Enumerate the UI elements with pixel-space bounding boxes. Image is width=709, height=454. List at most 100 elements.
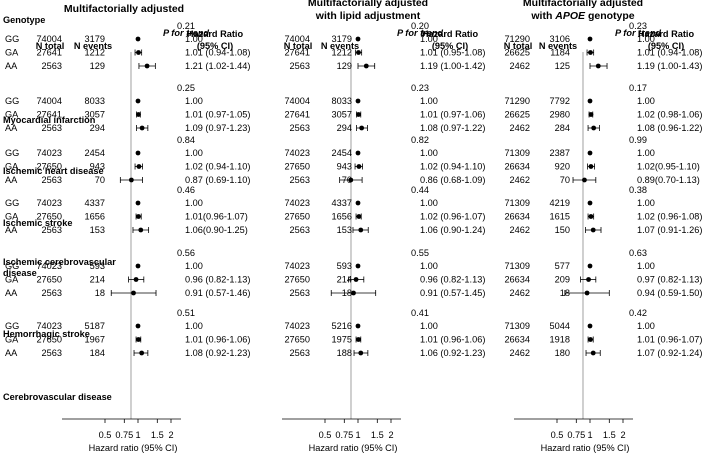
hazard-ratio-value: 1.01(0.96-1.07) (185, 212, 248, 222)
hazard-ratio-point (133, 277, 139, 282)
genotype-label: GG (5, 321, 19, 331)
n-total-value: 27650 (36, 275, 62, 285)
n-total-value: 71309 (504, 261, 530, 271)
genotype-label: GG (5, 261, 19, 271)
hazard-ratio-point (582, 177, 587, 183)
n-events-value: 1615 (550, 212, 570, 222)
hazard-ratio-point (586, 277, 591, 282)
n-total-value: 2563 (290, 175, 310, 185)
n-total-value: 2563 (42, 225, 62, 235)
p-for-trend-value: 0.84 (177, 135, 195, 145)
hazard-ratio-point (588, 112, 594, 117)
hazard-ratio-value: 1.09 (0.97-1.23) (185, 123, 250, 133)
panel-title-line2: with APOE genotype (530, 10, 634, 22)
genotype-label: GA (5, 162, 19, 172)
n-events-value: 214 (337, 275, 352, 285)
n-total-value: 27650 (36, 335, 62, 345)
n-total-header: N total (284, 41, 313, 51)
hazard-ratio-value: 1.02 (0.94-1.10) (185, 162, 250, 172)
genotype-label: GA (5, 275, 19, 285)
n-events-value: 284 (555, 123, 570, 133)
n-total-value: 2462 (510, 175, 530, 185)
hazard-ratio-point (136, 337, 141, 342)
n-events-value: 184 (90, 348, 105, 358)
n-events-value: 5044 (550, 321, 570, 331)
hazard-ratio-value: 1.06 (0.92-1.23) (420, 348, 485, 358)
hazard-ratio-point (587, 98, 593, 104)
outcome-label: Ischemic stroke (3, 218, 72, 228)
hazard-ratio-value: 1.00 (185, 148, 203, 158)
hazard-ratio-point (356, 112, 361, 117)
n-total-value: 2563 (290, 348, 310, 358)
hazard-ratio-value: 1.01 (0.96-1.07) (637, 335, 702, 345)
outcome-label: Myocardial infarction (3, 115, 96, 125)
p-for-trend-value: 0.41 (411, 308, 429, 318)
hazard-ratio-value: 1.00 (637, 261, 655, 271)
n-events-value: 593 (90, 261, 105, 271)
n-events-value: 920 (555, 162, 570, 172)
n-events-value: 943 (90, 162, 105, 172)
x-tick-label: 1.5 (151, 430, 164, 440)
panel-title-line1: Multifactorially adjusted (308, 0, 428, 9)
n-events-value: 577 (555, 261, 570, 271)
hazard-ratio-point (358, 350, 364, 356)
p-for-trend-header: P for trend (615, 28, 661, 38)
n-events-header: N events (539, 41, 577, 51)
n-total-value: 2462 (510, 123, 530, 133)
n-total-value: 27641 (284, 48, 310, 58)
hazard-ratio-point (353, 277, 359, 282)
hazard-ratio-ci-header: (95% CI) (197, 41, 233, 51)
n-total-value: 74023 (284, 261, 310, 271)
n-total-value: 27650 (284, 275, 310, 285)
n-total-value: 74004 (284, 34, 310, 44)
p-for-trend-value: 0.51 (177, 308, 195, 318)
genotype-label: GG (5, 34, 19, 44)
n-total-value: 26625 (504, 110, 530, 120)
hazard-ratio-point (351, 290, 356, 296)
hazard-ratio-point (590, 227, 596, 233)
n-events-value: 125 (555, 61, 570, 71)
hazard-ratio-value: 1.01 (0.94-1.08) (185, 48, 250, 58)
n-total-value: 2462 (510, 61, 530, 71)
n-events-value: 8033 (332, 96, 352, 106)
genotype-label: AA (5, 288, 18, 298)
hazard-ratio-point (135, 150, 141, 156)
hazard-ratio-point (128, 177, 134, 183)
x-tick-label: 0.75 (115, 430, 133, 440)
hazard-ratio-value: 1.19 (1.00-1.42) (420, 61, 485, 71)
hazard-ratio-point (356, 50, 361, 55)
n-events-value: 943 (337, 162, 352, 172)
n-total-value: 74004 (36, 34, 62, 44)
hazard-ratio-value: 1.06 (0.90-1.24) (420, 225, 485, 235)
x-tick-label: 0.75 (335, 430, 353, 440)
hazard-ratio-point (587, 200, 593, 206)
x-tick-label: 0.5 (99, 430, 112, 440)
n-total-value: 71309 (504, 198, 530, 208)
panel-title-line2: with lipid adjustment (315, 10, 421, 22)
n-total-value: 2563 (290, 288, 310, 298)
n-total-value: 27641 (36, 48, 62, 58)
hazard-ratio-value: 1.08 (0.97-1.22) (420, 123, 485, 133)
hazard-ratio-value: 1.00 (185, 96, 203, 106)
n-events-value: 180 (555, 348, 570, 358)
n-events-value: 294 (337, 123, 352, 133)
n-total-value: 74023 (284, 198, 310, 208)
hazard-ratio-point (135, 323, 141, 329)
n-events-value: 3179 (85, 34, 105, 44)
n-total-value: 27641 (36, 110, 62, 120)
hazard-ratio-point (135, 263, 141, 269)
hazard-ratio-value: 1.19 (1.00-1.43) (637, 61, 702, 71)
hazard-ratio-value: 1.07 (0.91-1.26) (637, 225, 702, 235)
n-total-value: 26634 (504, 212, 530, 222)
p-for-trend-value: 0.17 (629, 83, 647, 93)
n-events-header: N events (74, 41, 112, 51)
n-events-value: 1975 (332, 335, 352, 345)
hazard-ratio-point (587, 323, 593, 329)
n-events-value: 3179 (332, 34, 352, 44)
hazard-ratio-point (595, 63, 601, 69)
p-for-trend-value: 0.99 (629, 135, 647, 145)
hazard-ratio-value: 0.96 (0.82-1.13) (420, 275, 485, 285)
n-events-value: 2454 (332, 148, 352, 158)
n-events-value: 4337 (332, 198, 352, 208)
hazard-ratio-value: 1.01 (0.97-1.05) (185, 110, 250, 120)
